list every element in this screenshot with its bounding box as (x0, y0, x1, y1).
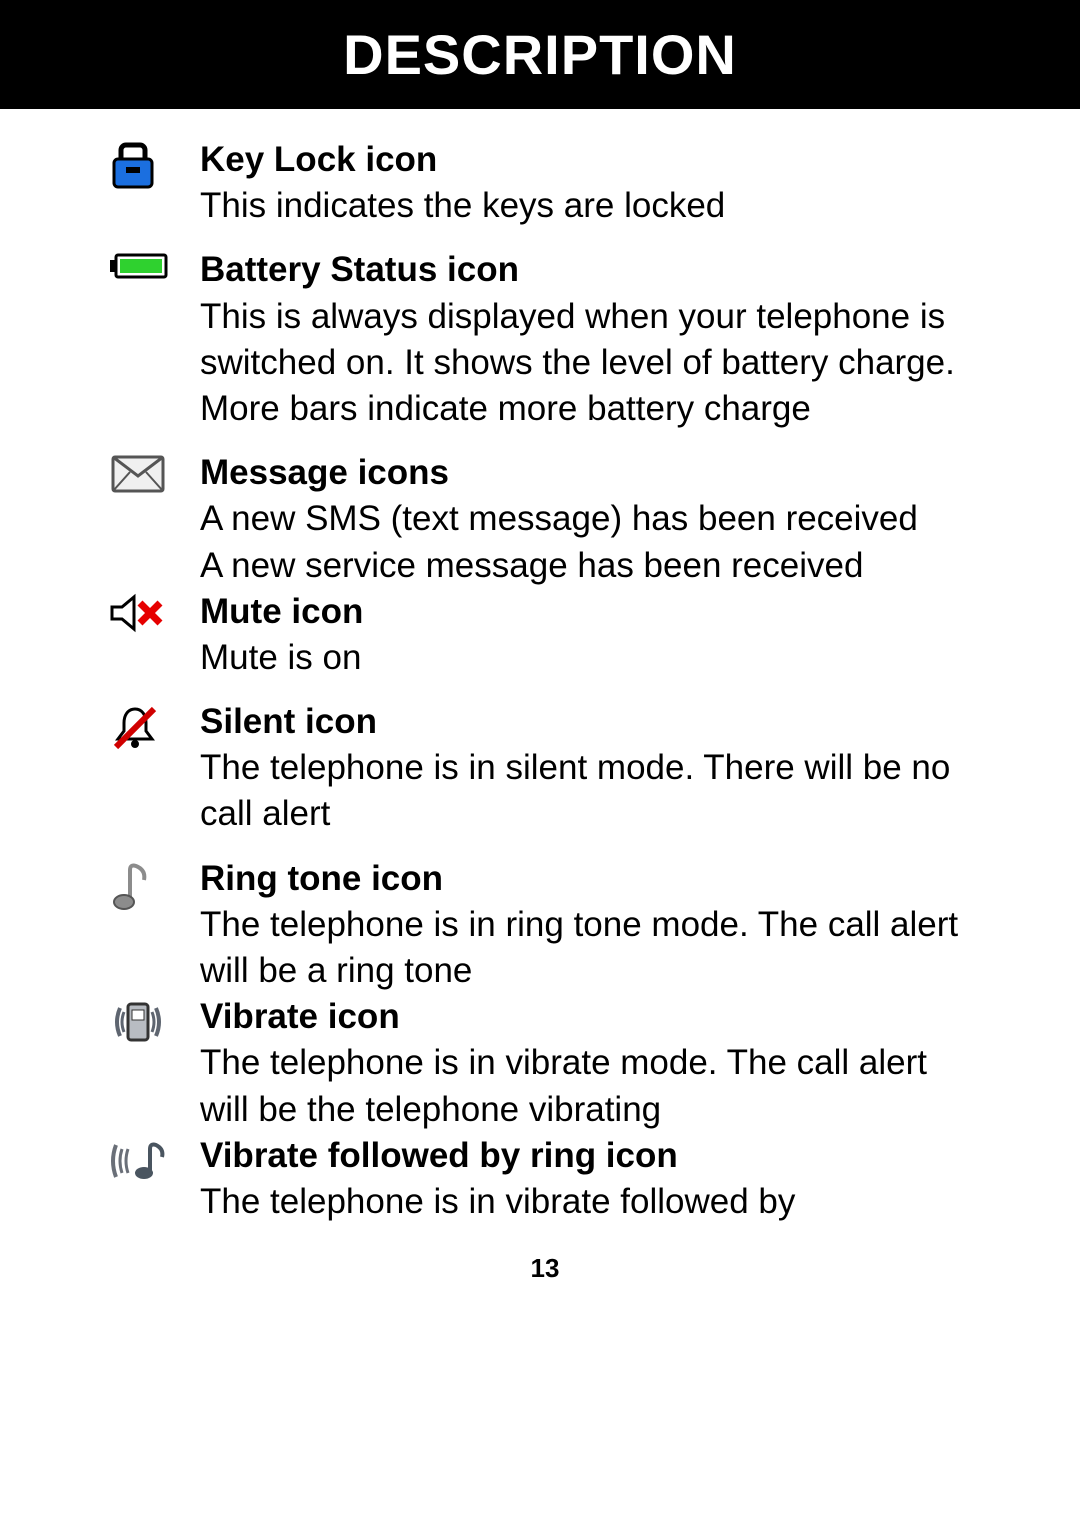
page-number: 13 (110, 1253, 980, 1284)
vibrate-ring-title: Vibrate followed by ring icon (200, 1133, 980, 1179)
row-mute: Mute icon Mute is on (110, 589, 980, 681)
keylock-title: Key Lock icon (200, 137, 980, 183)
content: Key Lock icon This indicates the keys ar… (0, 109, 1080, 1284)
mute-icon (110, 589, 200, 633)
vibrate-desc: The telephone is in vibrate mode. The ca… (200, 1040, 980, 1132)
row-keylock: Key Lock icon This indicates the keys ar… (110, 137, 980, 229)
page-header: DESCRIPTION (0, 0, 1080, 109)
silent-desc: The telephone is in silent mode. There w… (200, 745, 980, 837)
ringtone-title: Ring tone icon (200, 856, 980, 902)
lock-icon (110, 137, 200, 191)
vibrate-ring-desc: The telephone is in vibrate followed by (200, 1179, 980, 1225)
vibrate-ring-icon (110, 1133, 200, 1185)
ringtone-desc: The telephone is in ring tone mode. The … (200, 902, 980, 994)
vibrate-title: Vibrate icon (200, 994, 980, 1040)
silent-icon (110, 699, 200, 753)
battery-icon (110, 247, 200, 281)
keylock-desc: This indicates the keys are locked (200, 183, 980, 229)
battery-title: Battery Status icon (200, 247, 980, 293)
row-ringtone: Ring tone icon The telephone is in ring … (110, 856, 980, 995)
message-title: Message icons (200, 450, 980, 496)
silent-title: Silent icon (200, 699, 980, 745)
ringtone-icon (110, 856, 200, 914)
message-desc: A new SMS (text message) has been receiv… (200, 496, 980, 588)
row-vibrate-ring: Vibrate followed by ring icon The teleph… (110, 1133, 980, 1225)
battery-desc: This is always displayed when your telep… (200, 294, 980, 433)
row-silent: Silent icon The telephone is in silent m… (110, 699, 980, 838)
message-icon (110, 450, 200, 494)
row-message: Message icons A new SMS (text message) h… (110, 450, 980, 589)
mute-title: Mute icon (200, 589, 980, 635)
mute-desc: Mute is on (200, 635, 980, 681)
row-vibrate: Vibrate icon The telephone is in vibrate… (110, 994, 980, 1133)
row-battery: Battery Status icon This is always displ… (110, 247, 980, 432)
vibrate-icon (110, 994, 200, 1046)
